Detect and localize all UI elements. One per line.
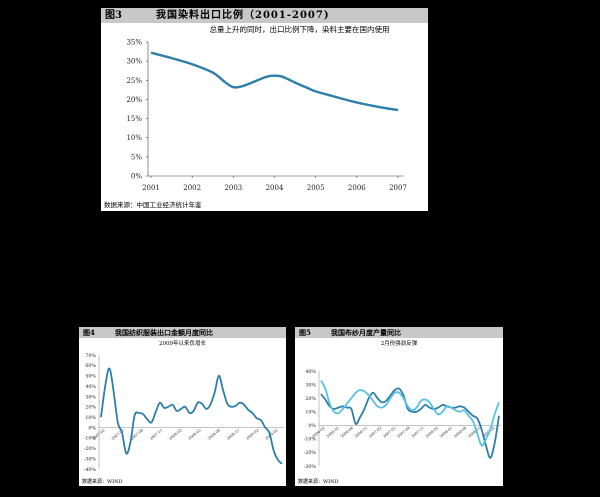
line-chart-export-ratio: 35% 30% 25% 20% 15% 10% 5% 0%2001 2002 2003 2004 20…	[126, 39, 407, 193]
y-tick-label: 20%	[305, 396, 316, 402]
chart-title: 我国纺织服装出口金额月度同比	[115, 328, 213, 337]
y-tick-label: 20%	[126, 96, 142, 104]
x-tick-label: 2007-11	[149, 428, 163, 441]
x-tick-label: 2003	[224, 184, 242, 192]
x-tick-label: 2008-11	[226, 428, 240, 441]
x-tick-label: 2002	[183, 184, 201, 192]
y-tick-label: 35%	[126, 39, 142, 47]
y-tick-label: 40%	[305, 369, 316, 375]
figure-label: 图4	[83, 328, 95, 337]
y-tick-label: 30%	[126, 58, 142, 66]
series-line-1	[320, 387, 500, 459]
chart-subtitle: 2009年以来负增长	[159, 341, 206, 347]
x-tick-label: 2005	[307, 184, 325, 192]
y-tick-label: 0%	[308, 423, 316, 429]
y-tick-label: -10%	[304, 437, 317, 443]
y-tick-label: 10%	[85, 415, 96, 421]
chart-title: 我国布纱月度产量同比	[331, 328, 401, 337]
chart-source: 数据来源：WIND	[82, 479, 123, 485]
x-tick-label: 2008-02	[425, 426, 439, 439]
y-tick-label: 5%	[131, 153, 142, 161]
x-tick-label: 2008-05	[439, 426, 454, 439]
x-tick-label: 2008-08	[453, 426, 468, 439]
x-tick-label: 2001	[142, 184, 160, 192]
y-tick-label: -30%	[84, 456, 97, 462]
y-tick-label: 10%	[126, 134, 142, 142]
line-chart-textile-export: 70% 60% 50% 40% 30% 20% 10% 0% -10% -20% -30% -40% 2…	[84, 353, 284, 473]
x-tick-label: 2009-02	[245, 428, 259, 441]
figure-label: 图5	[299, 328, 311, 337]
x-tick-label: 2007-08	[397, 426, 412, 439]
y-tick-label: -20%	[84, 446, 97, 452]
y-tick-label: 0%	[88, 425, 96, 431]
x-tick-label: 2006	[348, 184, 366, 192]
x-tick-label: 2007-02	[368, 426, 382, 439]
y-tick-label: -30%	[304, 464, 317, 470]
x-tick-label: 2008-05	[188, 428, 203, 441]
chart-source: 数据来源：WIND	[298, 479, 339, 485]
x-tick-label: 2006-08	[340, 426, 355, 439]
chart-subtitle: 2月份强劲反弹	[380, 341, 418, 347]
y-tick-label: 30%	[305, 382, 316, 388]
y-tick-label: 30%	[85, 394, 96, 400]
y-tick-label: 0%	[131, 173, 142, 181]
y-tick-label: 20%	[85, 405, 96, 411]
x-tick-label: 2006-05	[326, 426, 341, 439]
chart-panel-cloth-yarn-output: 图5 我国布纱月度产量同比 2月份强劲反弹 40% 30% 20% 10% 0% -10%…	[295, 327, 503, 486]
y-tick-label: 15%	[126, 115, 142, 123]
series-line-1	[100, 367, 283, 465]
chart-title-bar: 图5 我国布纱月度产量同比	[295, 327, 503, 338]
series-line-export-ratio	[150, 51, 399, 112]
x-tick-label: 2007-11	[411, 426, 425, 439]
line-chart-cloth-yarn-output: 40%30%20%10%0%-10%-20%-30%2006-02 2006-05…	[304, 369, 501, 470]
chart-title-bar: 图4 我国纺织服装出口金额月度同比	[79, 327, 286, 338]
chart-title: 我国染料出口比例（2001-2007)	[156, 10, 330, 21]
y-tick-label: 10%	[305, 410, 316, 416]
y-tick-label: -40%	[84, 467, 97, 473]
x-tick-label: 2006-11	[354, 426, 368, 439]
y-tick-label: 50%	[85, 374, 96, 380]
figure-label: 图3	[105, 10, 122, 21]
x-tick-label: 2008-08	[207, 428, 222, 441]
y-tick-label: 60%	[85, 363, 96, 369]
y-tick-label: 25%	[126, 77, 142, 85]
x-tick-label: 2008-02	[169, 428, 183, 441]
x-tick-label: 2007-05	[382, 426, 397, 439]
y-tick-label: -20%	[304, 450, 317, 456]
chart-subtitle: 总量上升的同时，出口比例下降，染料主要在国内使用	[209, 25, 390, 34]
y-tick-label: 40%	[85, 384, 96, 390]
chart-panel-textile-export: 图4 我国纺织服装出口金额月度同比 2009年以来负增长 70% 60% 50% 40…	[79, 327, 286, 486]
x-tick-label: 2004	[266, 184, 284, 192]
y-tick-label: 70%	[85, 353, 96, 359]
chart-panel-export-ratio: 图3 我国染料出口比例（2001-2007) 总量上升的同时，出口比例下降，染料…	[101, 8, 428, 211]
x-tick-label: 2007	[389, 184, 407, 192]
x-tick-label: 2008-11	[467, 426, 481, 439]
y-tick-label: -10%	[84, 436, 97, 442]
chart-title-bar: 图3 我国染料出口比例（2001-2007)	[101, 8, 428, 23]
series-line-2	[320, 380, 500, 447]
chart-source: 数据来源：中国工业经济统计年鉴	[104, 201, 202, 209]
